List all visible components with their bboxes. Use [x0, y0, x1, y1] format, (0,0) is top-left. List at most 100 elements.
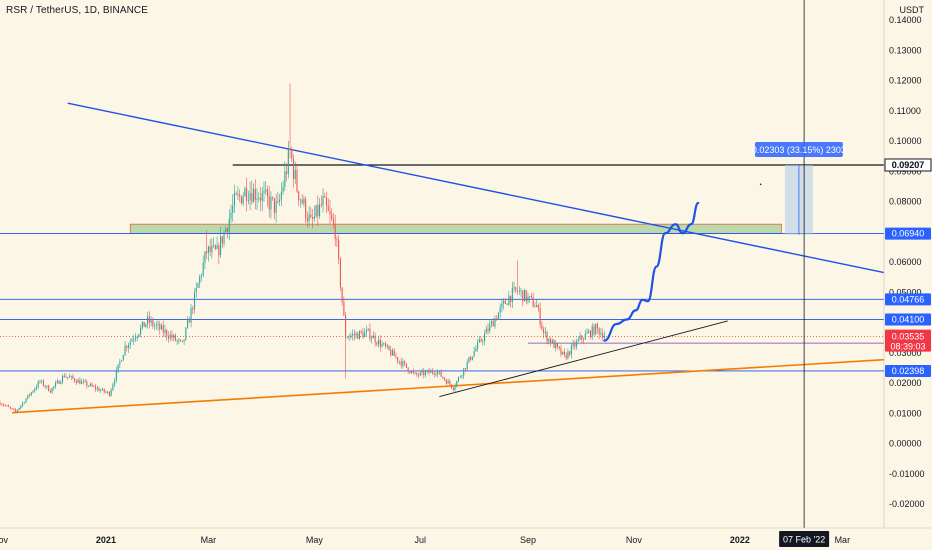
- candle-body: [468, 357, 470, 363]
- level-blue-tag-label: 0.06940: [892, 229, 925, 239]
- candle-body: [412, 371, 414, 373]
- candle-body: [294, 170, 296, 179]
- candle-body: [320, 204, 322, 206]
- candle-body: [202, 262, 204, 276]
- candle-body: [9, 407, 11, 409]
- candle-body: [230, 212, 232, 219]
- candle-body: [200, 275, 203, 277]
- candle-body: [369, 328, 371, 340]
- current-price-countdown: 08:39:03: [890, 342, 925, 352]
- x-tick-label: May: [306, 535, 324, 545]
- x-tick-label: Sep: [520, 535, 536, 545]
- candle-body: [589, 331, 592, 337]
- candle-body: [393, 350, 395, 357]
- descending-resistance-trendline[interactable]: [67, 102, 885, 274]
- candle-body: [209, 246, 211, 252]
- candle-body: [279, 199, 281, 202]
- candle-body: [37, 381, 39, 388]
- candle-body: [48, 385, 50, 392]
- candle-body: [492, 321, 494, 327]
- candle-body: [65, 376, 67, 378]
- candle-body: [409, 371, 411, 373]
- candle-body: [596, 323, 598, 329]
- long-term-support-trendline[interactable]: [12, 358, 885, 414]
- candle-body: [242, 196, 244, 204]
- candle-body: [226, 228, 229, 232]
- candle-body: [159, 323, 161, 330]
- candle-body: [192, 307, 194, 310]
- annotation-dot: [759, 183, 762, 186]
- candle-body: [508, 295, 510, 305]
- chart-title: RSR / TetherUS, 1D, BINANCE: [6, 5, 149, 16]
- candle-body: [134, 338, 137, 340]
- candle-body: [108, 391, 110, 396]
- candle-body: [355, 333, 357, 336]
- candle-body: [77, 379, 79, 383]
- candle-body: [275, 201, 277, 213]
- candle-body: [494, 318, 496, 327]
- candle-body: [162, 325, 164, 333]
- candle-body: [371, 338, 373, 340]
- candle-body: [256, 198, 258, 200]
- candle-body: [313, 216, 315, 219]
- candle-body: [119, 361, 121, 365]
- candle-body: [332, 218, 334, 224]
- candle-body: [188, 320, 190, 323]
- candle-body: [292, 158, 295, 179]
- candle-body: [402, 361, 404, 366]
- candle-body: [317, 205, 319, 217]
- candle-body: [259, 197, 262, 201]
- candle-body: [553, 340, 555, 349]
- candle-body: [319, 204, 321, 217]
- candle-body: [327, 205, 329, 211]
- candle-body: [225, 228, 227, 232]
- candle-body: [385, 343, 387, 347]
- candle-body: [364, 332, 366, 338]
- candle-body: [94, 386, 97, 390]
- cursor-date-tag: [779, 531, 830, 547]
- candle-body: [569, 351, 571, 355]
- candle-body: [555, 343, 557, 349]
- candle-body: [147, 316, 149, 324]
- candle-body: [583, 339, 585, 340]
- candle-body: [72, 375, 74, 379]
- candle-body: [388, 345, 390, 350]
- candle-body: [322, 196, 324, 206]
- candle-body: [400, 361, 402, 366]
- candle-body: [286, 171, 288, 174]
- x-tick-label: 2022: [730, 535, 750, 545]
- candle-body: [470, 357, 472, 360]
- candle-body: [124, 345, 126, 356]
- candle-body: [44, 385, 46, 387]
- candle-body: [240, 196, 242, 204]
- candle-body: [308, 214, 310, 222]
- candle-body: [367, 328, 369, 331]
- candle-body: [88, 385, 90, 387]
- candle-body: [603, 336, 605, 339]
- candle-body: [378, 339, 380, 345]
- candle-body: [282, 187, 284, 192]
- candle-body: [591, 326, 593, 337]
- candle-body: [180, 339, 182, 341]
- candle-body: [20, 405, 22, 408]
- candle-body: [247, 200, 249, 202]
- candle-body: [126, 345, 128, 348]
- candle-body: [325, 197, 328, 206]
- candle-body: [8, 405, 10, 408]
- candle-body: [178, 339, 180, 341]
- candle-body: [112, 384, 114, 390]
- candle-body: [428, 370, 430, 373]
- candle-body: [418, 374, 420, 376]
- candle-body: [496, 318, 498, 320]
- projection-path[interactable]: [603, 201, 700, 342]
- candle-body: [305, 198, 307, 219]
- y-tick-label: 0.10000: [889, 136, 922, 146]
- currency-label: USDT: [899, 5, 925, 15]
- candle-body: [129, 341, 131, 346]
- candle-body: [63, 375, 65, 378]
- candle-body: [358, 330, 361, 339]
- rising-support-trendline[interactable]: [439, 320, 728, 398]
- level-blue-tag: [885, 364, 931, 377]
- candle-body: [39, 381, 41, 383]
